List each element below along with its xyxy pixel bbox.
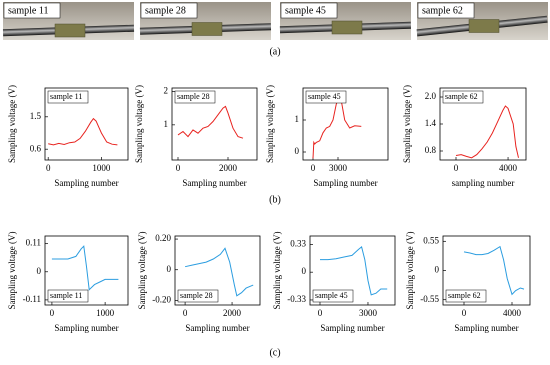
photo-label: sample 28 <box>145 5 186 16</box>
label-box <box>280 2 338 19</box>
x-tick-label: 0 <box>176 163 181 173</box>
x-tick-label: 0 <box>50 308 55 318</box>
y-tick-label: -0.11 <box>23 294 41 304</box>
annotation: sample 28 <box>180 291 213 300</box>
y-tick-label: 0.6 <box>30 143 42 153</box>
annotation: sample 62 <box>445 92 478 101</box>
panel-label: (c) <box>269 347 280 358</box>
y-tick-label: 2 <box>164 85 169 95</box>
y-tick-label: 1.4 <box>425 118 437 128</box>
plot-frame <box>309 235 396 306</box>
x-tick-label: 1000 <box>96 308 115 318</box>
y-axis-label: Sampling voltage (V) <box>7 232 17 310</box>
x-tick-label: 0 <box>454 163 459 173</box>
x-axis-label: Sampling number <box>313 178 377 188</box>
x-axis-label: Sampling number <box>185 323 249 333</box>
x-tick-label: 0 <box>318 308 323 318</box>
y-axis-label: Sampling voltage (V) <box>402 85 412 163</box>
x-axis-label: Sampling number <box>182 178 246 188</box>
x-tick-label: 2000 <box>223 308 242 318</box>
y-tick-label: 0.11 <box>26 238 41 248</box>
plot-frame <box>44 235 129 306</box>
y-tick-label: 0 <box>295 146 300 156</box>
label-box <box>140 2 198 19</box>
photo-label: sample 45 <box>285 5 326 16</box>
annotation-box <box>47 90 89 104</box>
data-line <box>48 117 118 146</box>
annotation: sample 11 <box>50 92 82 101</box>
x-axis-label: Sampling number <box>320 323 384 333</box>
y-tick-label: 0.33 <box>290 238 306 248</box>
plot-frame <box>171 87 258 161</box>
annotation-box <box>47 289 89 303</box>
y-tick-label: 0.8 <box>425 145 437 155</box>
annotation-box <box>445 289 487 303</box>
annotation-box <box>312 289 354 303</box>
data-line <box>463 245 525 296</box>
annotation: sample 62 <box>448 291 481 300</box>
x-axis-label: Sampling number <box>454 323 518 333</box>
x-tick-label: 4000 <box>499 163 518 173</box>
y-axis-label: Sampling voltage (V) <box>7 85 17 163</box>
annotation-box <box>442 90 484 104</box>
data-line <box>184 247 254 297</box>
sample-sleeve <box>191 22 223 36</box>
x-tick-label: 0 <box>183 308 188 318</box>
y-tick-label: 0 <box>435 265 440 275</box>
x-tick-label: 3000 <box>329 163 348 173</box>
data-line <box>177 105 244 139</box>
annotation: sample 28 <box>177 92 210 101</box>
panel-label: (a) <box>269 46 280 57</box>
x-tick-label: 4000 <box>503 308 522 318</box>
x-tick-label: 2000 <box>219 163 238 173</box>
y-tick-label: -0.55 <box>420 294 439 304</box>
annotation: sample 45 <box>315 291 348 300</box>
x-tick-label: 0 <box>311 163 316 173</box>
label-box <box>3 2 61 19</box>
x-axis-label: Sampling number <box>54 178 118 188</box>
y-axis-label: Sampling voltage (V) <box>405 232 415 310</box>
y-tick-label: 0 <box>167 264 172 274</box>
y-tick-label: 2.0 <box>425 91 437 101</box>
photo-label: sample 62 <box>422 5 463 16</box>
y-tick-label: 0 <box>37 266 42 276</box>
x-tick-label: 0 <box>462 308 467 318</box>
y-tick-label: -0.33 <box>287 294 306 304</box>
data-line <box>51 245 119 291</box>
x-tick-label: 3000 <box>359 308 378 318</box>
sample-sleeve <box>468 19 500 33</box>
annotation: sample 11 <box>50 291 82 300</box>
x-tick-label: 0 <box>46 163 51 173</box>
annotation-box <box>177 289 219 303</box>
x-tick-label: 1000 <box>92 163 111 173</box>
y-tick-label: 1 <box>164 119 169 129</box>
photo-label: sample 11 <box>8 5 48 16</box>
sample-sleeve <box>54 23 86 38</box>
x-axis-label: Sampling number <box>54 323 118 333</box>
y-tick-label: 0.20 <box>155 233 171 243</box>
data-line <box>320 246 388 296</box>
annotation: sample 45 <box>308 92 341 101</box>
y-tick-label: 0.55 <box>423 235 439 245</box>
annotation-box <box>174 90 216 104</box>
plot-frame <box>174 235 261 306</box>
y-axis-label: Sampling voltage (V) <box>272 232 282 310</box>
x-axis-label: sampling number <box>452 178 515 188</box>
y-axis-label: Sampling voltage (V) <box>134 85 144 163</box>
y-tick-label: -0.20 <box>152 294 171 304</box>
data-line <box>312 99 362 159</box>
y-axis-label: Sampling voltage (V) <box>137 232 147 310</box>
y-tick-label: 0 <box>302 266 307 276</box>
sample-sleeve <box>331 20 363 35</box>
plot-frame <box>44 87 129 161</box>
y-tick-label: 1 <box>295 114 300 124</box>
data-line <box>455 105 519 159</box>
y-axis-label: Sampling voltage (V) <box>265 85 275 163</box>
label-box <box>417 2 475 19</box>
annotation-box <box>305 90 347 104</box>
panel-label: (b) <box>269 194 281 205</box>
y-tick-label: 1.5 <box>30 111 42 121</box>
plot-frame <box>302 87 389 161</box>
